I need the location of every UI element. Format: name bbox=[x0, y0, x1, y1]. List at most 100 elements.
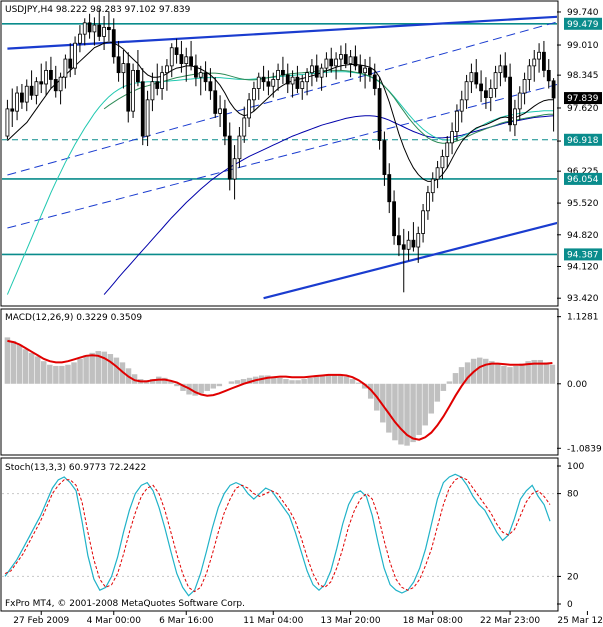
candle-body bbox=[551, 80, 556, 99]
candle-102 bbox=[498, 54, 503, 87]
price-tick-label: 94.120 bbox=[567, 263, 599, 273]
candle-105 bbox=[513, 99, 517, 137]
macd-bar-12 bbox=[77, 358, 83, 384]
candle-13 bbox=[68, 43, 73, 78]
candle-9 bbox=[49, 56, 53, 89]
candle-body bbox=[484, 90, 488, 98]
macd-bar-39 bbox=[240, 379, 247, 384]
candle-body bbox=[546, 69, 551, 82]
candle-body bbox=[339, 54, 343, 60]
candle-7 bbox=[39, 63, 44, 94]
candle-101 bbox=[493, 65, 498, 98]
macd-panel[interactable]: MACD(12,26,9) 0.3229 0.3509 bbox=[0, 308, 559, 456]
candle-2 bbox=[15, 86, 19, 121]
price-panel-frame bbox=[0, 0, 559, 307]
candle-22 bbox=[111, 18, 116, 64]
candle-50 bbox=[247, 93, 251, 128]
candle-27 bbox=[136, 50, 140, 87]
candle-90 bbox=[440, 149, 445, 180]
candle-body bbox=[430, 178, 435, 194]
candle-body bbox=[445, 142, 450, 157]
price-box-4: 94.387 bbox=[564, 248, 602, 261]
candle-body bbox=[329, 58, 334, 67]
time-axis: 27 Feb 2009 4 Mar 00:00 6 Mar 16:00 11 Mar … bbox=[13, 611, 603, 626]
candle-body bbox=[459, 99, 464, 112]
price-box-bg bbox=[564, 172, 602, 185]
candle-body bbox=[353, 56, 358, 67]
candle-107 bbox=[522, 72, 527, 105]
candle-body bbox=[126, 63, 131, 112]
candle-body bbox=[319, 67, 324, 78]
candle-body bbox=[503, 65, 508, 78]
candle-body bbox=[227, 135, 232, 180]
price-tick-label: 94.820 bbox=[567, 231, 599, 241]
macd-bar-86 bbox=[525, 361, 531, 384]
candle-body bbox=[194, 65, 198, 78]
candle-29 bbox=[145, 90, 150, 147]
candle-64 bbox=[314, 54, 319, 82]
macd-bar-71 bbox=[434, 383, 441, 402]
candle-body bbox=[97, 24, 102, 37]
ma-navy-line bbox=[103, 115, 554, 295]
candle-87 bbox=[426, 185, 430, 220]
macd-bar-46 bbox=[283, 379, 289, 384]
candle-43 bbox=[213, 77, 218, 118]
macd-bar-88 bbox=[537, 359, 543, 384]
macd-bar-45 bbox=[277, 377, 283, 384]
macd-bar-3 bbox=[22, 349, 29, 384]
candle-76 bbox=[372, 63, 377, 96]
candle-88 bbox=[430, 172, 435, 202]
candle-body bbox=[285, 74, 290, 85]
candle-106 bbox=[517, 86, 522, 121]
candle-69 bbox=[339, 45, 343, 71]
macd-bar-10 bbox=[65, 364, 71, 384]
candle-body bbox=[169, 47, 174, 67]
stoch-signal-line bbox=[4, 476, 551, 593]
candle-body bbox=[416, 233, 421, 248]
candle-body bbox=[343, 54, 348, 64]
stoch-panel[interactable]: Stoch(13,3,3) 60.9773 72.2422 FxPro MT4,… bbox=[0, 457, 559, 612]
candle-body bbox=[5, 108, 10, 137]
macd-bar-70 bbox=[428, 383, 435, 414]
macd-bar-85 bbox=[519, 363, 525, 384]
candle-84 bbox=[411, 222, 416, 252]
candle-14 bbox=[73, 36, 77, 75]
macd-bar-81 bbox=[495, 363, 501, 384]
trend-line-1 bbox=[7, 21, 557, 176]
candle-67 bbox=[329, 47, 334, 73]
time-tick-label: 27 Feb 2009 bbox=[13, 616, 69, 626]
macd-bar-15 bbox=[95, 351, 101, 384]
candle-body bbox=[145, 99, 150, 137]
candle-12 bbox=[63, 54, 68, 89]
candle-24 bbox=[121, 50, 126, 89]
candle-body bbox=[397, 235, 401, 246]
macd-bar-79 bbox=[483, 358, 489, 384]
candle-body bbox=[10, 108, 15, 112]
stoch-title: Stoch(13,3,3) 60.9773 72.2422 bbox=[5, 463, 146, 473]
price-tick-label: 99.740 bbox=[567, 8, 599, 18]
candle-body bbox=[189, 56, 193, 67]
candle-91 bbox=[445, 136, 450, 168]
candle-body bbox=[387, 174, 392, 203]
candle-body bbox=[527, 65, 532, 80]
price-box-label: 96.918 bbox=[567, 136, 599, 146]
candle-96 bbox=[469, 63, 474, 94]
candle-body bbox=[15, 92, 19, 112]
candle-57 bbox=[281, 56, 285, 84]
macd-bar-11 bbox=[71, 362, 77, 384]
price-box-label: 96.054 bbox=[567, 175, 599, 185]
candle-body bbox=[179, 54, 184, 64]
candle-74 bbox=[363, 59, 367, 89]
candle-body bbox=[271, 79, 276, 87]
price-panel[interactable]: USDJPY,H4 98.222 98.283 97.102 97.839 bbox=[0, 0, 603, 307]
macd-bar-76 bbox=[464, 362, 471, 384]
candle-103 bbox=[503, 52, 508, 82]
candle-33 bbox=[165, 59, 169, 91]
macd-bar-75 bbox=[458, 367, 465, 384]
candle-58 bbox=[285, 63, 290, 94]
candle-body bbox=[256, 76, 261, 89]
candle-body bbox=[314, 65, 319, 78]
price-box-1: 97.839 bbox=[564, 92, 602, 105]
macd-bar-7 bbox=[47, 364, 53, 384]
